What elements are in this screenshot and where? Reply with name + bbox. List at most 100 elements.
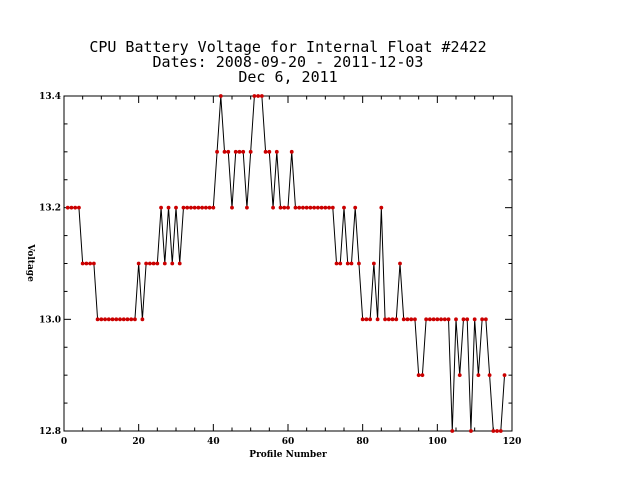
data-point [424,317,429,322]
data-point [181,205,186,210]
data-point [166,205,171,210]
data-point [196,205,201,210]
data-point [248,149,253,154]
data-point [271,205,275,210]
data-point [267,149,272,154]
data-point [383,317,387,322]
data-point [286,205,290,210]
data-point [189,205,193,210]
data-point [110,317,115,322]
data-point [308,205,313,210]
data-point [495,429,499,433]
plot-frame [63,95,513,432]
data-point [476,373,481,378]
title-line-1: CPU Battery Voltage for Internal Float #… [89,38,486,56]
data-point [330,205,335,210]
x-axis-label: Profile Number [249,450,327,460]
data-point [401,317,406,322]
data-point [379,205,384,210]
data-point [461,317,466,322]
data-point [233,149,238,154]
data-point [256,94,261,98]
data-point [218,94,223,98]
data-point [413,317,417,322]
data-point [103,317,107,322]
data-point [259,94,264,98]
data-point [327,205,331,210]
data-point [334,261,339,266]
data-point [177,261,182,266]
data-point [293,205,298,210]
data-point [319,205,324,210]
data-point [390,317,395,322]
data-point [162,261,167,266]
data-point [416,373,421,378]
data-point [136,261,141,266]
data-point [230,205,234,210]
chart-title: CPU Battery Voltage for Internal Float #… [89,38,486,86]
data-point [375,317,380,322]
series-voltage [65,94,507,433]
data-point [140,317,145,322]
data-point [323,205,328,210]
data-point [174,205,178,210]
data-point [215,149,219,154]
data-point [360,317,365,322]
data-point [282,205,287,210]
data-point [80,261,85,266]
y-axis-label: Voltage [25,243,35,282]
data-point [73,205,78,210]
data-point [121,317,126,322]
data-point [155,261,160,266]
x-tick-label: 80 [356,437,369,447]
data-point [446,317,451,322]
data-point [342,205,346,210]
data-point [207,205,212,210]
data-point [357,261,361,266]
data-point [91,261,96,266]
x-axis-ticks: 0 20 40 60 80 100 120 [61,96,522,447]
data-point [99,317,104,322]
y-tick-label: 13.0 [39,315,61,325]
data-point [312,205,317,210]
data-point [203,205,208,210]
data-point [469,429,473,433]
data-point [345,261,350,266]
data-point [420,373,425,378]
data-point [398,261,402,266]
data-point [245,205,249,210]
data-point [315,205,320,210]
data-point [151,261,156,266]
data-point [95,317,100,322]
data-point [498,429,503,433]
y-axis-ticks: 12.8 13.0 13.2 13.4 [39,92,512,437]
x-tick-label: 60 [282,437,295,447]
data-point [252,94,257,98]
data-point [118,317,122,322]
data-point [439,317,443,322]
data-point [211,205,216,210]
data-point [435,317,440,322]
data-point [241,149,246,154]
data-point [491,429,496,433]
data-point [263,149,268,154]
data-point [226,149,231,154]
data-point [427,317,432,322]
y-tick-label: 13.2 [39,204,61,214]
data-point [144,261,149,266]
data-point [338,261,343,266]
x-tick-label: 20 [132,437,145,447]
data-point [472,317,477,322]
data-point [457,373,462,378]
y-tick-label: 12.8 [39,427,61,437]
data-point [133,317,137,322]
data-point [185,205,190,210]
data-point [442,317,447,322]
data-point [364,317,369,322]
data-point [278,205,283,210]
data-point [502,373,507,378]
x-tick-label: 120 [503,437,522,447]
data-point [114,317,119,322]
data-point [77,205,81,210]
